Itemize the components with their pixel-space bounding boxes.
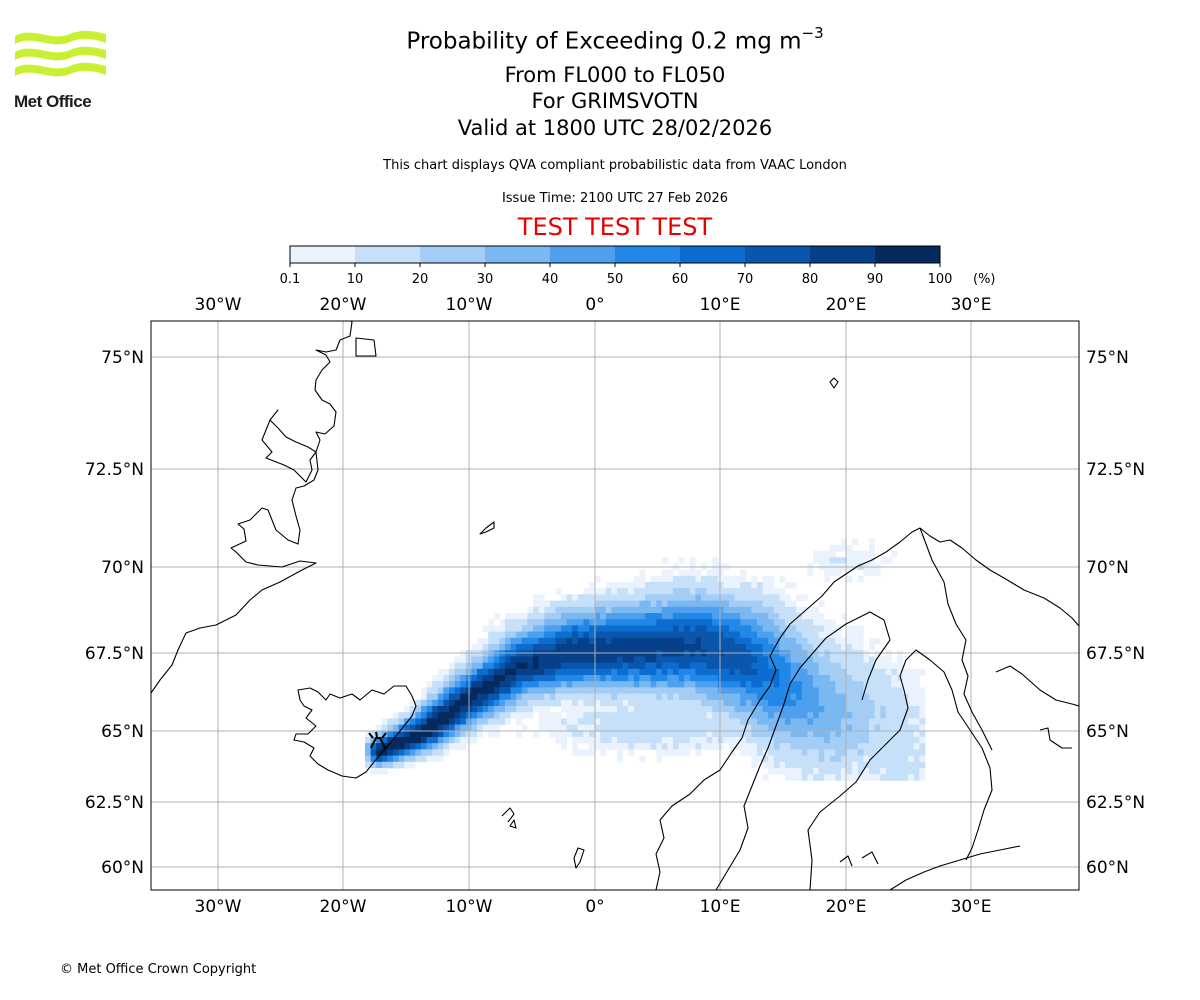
coastline-scandinavia <box>655 527 1079 890</box>
latitude-label: 72.5°N <box>85 460 144 480</box>
issue-time: Issue Time: 2100 UTC 27 Feb 2026 <box>501 191 729 206</box>
latitude-label: 75°N <box>1086 348 1129 368</box>
latitude-labels-left: 75°N 72.5°N 70°N 67.5°N 65°N 62.5°N 60°N <box>85 348 144 878</box>
colorbar-tick-label: 40 <box>542 272 559 287</box>
latitude-label: 67.5°N <box>85 644 144 664</box>
longitude-labels-top: 30°W 20°W 10°W 0° 10°E 20°E 30°E <box>195 295 992 315</box>
longitude-label: 20°E <box>826 295 867 315</box>
longitude-label: 20°E <box>826 897 867 917</box>
met-office-logo-text: Met Office <box>14 92 92 111</box>
colorbar-unit: (%) <box>973 272 996 287</box>
colorbar-segment <box>745 246 811 263</box>
test-banner: TEST TEST TEST <box>517 213 713 241</box>
colorbar-segment <box>420 246 486 263</box>
copyright: © Met Office Crown Copyright <box>60 962 257 977</box>
latitude-label: 62.5°N <box>85 793 144 813</box>
chart-description: This chart displays QVA compliant probab… <box>383 158 847 173</box>
coastline-bear-island <box>829 377 839 389</box>
colorbar-tick-label: 60 <box>672 272 689 287</box>
longitude-label: 0° <box>585 295 604 315</box>
longitude-label: 30°E <box>951 897 992 917</box>
colorbar-segment <box>485 246 551 263</box>
ash-probability-plume <box>365 538 926 781</box>
volcano-icon <box>368 731 387 749</box>
latitude-label: 62.5°N <box>1086 793 1145 813</box>
gridlines <box>151 321 1079 890</box>
colorbar-segment <box>680 246 746 263</box>
subtitle-volcano: For GRIMSVOTN <box>531 89 699 113</box>
colorbar-segment <box>810 246 876 263</box>
colorbar-tick-label: 80 <box>802 272 819 287</box>
colorbar-segment <box>290 246 356 263</box>
colorbar-tick-label: 50 <box>607 272 624 287</box>
latitude-label: 75°N <box>101 348 144 368</box>
longitude-label: 30°E <box>951 295 992 315</box>
longitude-label: 30°W <box>195 897 242 917</box>
latitude-label: 70°N <box>1086 558 1129 578</box>
colorbar <box>289 245 941 264</box>
colorbar-tick-label: 10 <box>347 272 364 287</box>
longitude-label: 20°W <box>320 897 367 917</box>
met-office-logo-icon <box>15 30 106 77</box>
colorbar-segment <box>550 246 616 263</box>
border-norway-sweden <box>715 611 891 890</box>
subtitle-flight-levels: From FL000 to FL050 <box>504 63 726 87</box>
coastline-greenland <box>151 321 377 694</box>
latitude-label: 65°N <box>101 722 144 742</box>
subtitle-valid-time: Valid at 1800 UTC 28/02/2026 <box>457 116 773 140</box>
colorbar-tick-label: 0.1 <box>280 272 301 287</box>
latitude-label: 72.5°N <box>1086 460 1145 480</box>
colorbar-tick-label: 30 <box>477 272 494 287</box>
longitude-label: 10°W <box>446 897 493 917</box>
colorbar-tick-label: 70 <box>737 272 754 287</box>
coastline-gulf-of-finland <box>839 845 1021 890</box>
latitude-labels-right: 75°N 72.5°N 70°N 67.5°N 65°N 62.5°N 60°N <box>1086 348 1145 878</box>
longitude-labels-bottom: 30°W 20°W 10°W 0° 10°E 20°E 30°E <box>195 897 992 917</box>
latitude-label: 60°N <box>1086 858 1129 878</box>
colorbar-segment <box>875 246 941 263</box>
coastline-kola <box>995 665 1079 749</box>
chart-title: Probability of Exceeding 0.2 mg m−3 <box>406 24 824 55</box>
colorbar-tick-label: 20 <box>412 272 429 287</box>
longitude-label: 10°E <box>700 897 741 917</box>
coastline-gulf-of-bothnia <box>807 649 993 890</box>
border-finland-russia <box>919 527 993 751</box>
latitude-label: 67.5°N <box>1086 644 1145 664</box>
longitude-label: 0° <box>585 897 604 917</box>
coastline-faroes <box>501 807 517 829</box>
longitude-label: 20°W <box>320 295 367 315</box>
longitude-label: 10°W <box>446 295 493 315</box>
map-frame <box>150 320 1080 891</box>
latitude-label: 70°N <box>101 558 144 578</box>
coastline-jan-mayen <box>479 521 495 535</box>
latitude-label: 65°N <box>1086 722 1129 742</box>
coastlines <box>151 321 1079 890</box>
longitude-label: 10°E <box>700 295 741 315</box>
colorbar-ticks: 0.1 10 20 30 40 50 60 70 80 90 100 <box>280 263 953 287</box>
colorbar-tick-label: 100 <box>928 272 953 287</box>
coastline-iceland <box>293 685 417 779</box>
coastline-shetland <box>573 847 585 869</box>
colorbar-segment <box>355 246 421 263</box>
colorbar-segment <box>615 246 681 263</box>
latitude-label: 60°N <box>101 858 144 878</box>
colorbar-tick-label: 90 <box>867 272 884 287</box>
longitude-label: 30°W <box>195 295 242 315</box>
